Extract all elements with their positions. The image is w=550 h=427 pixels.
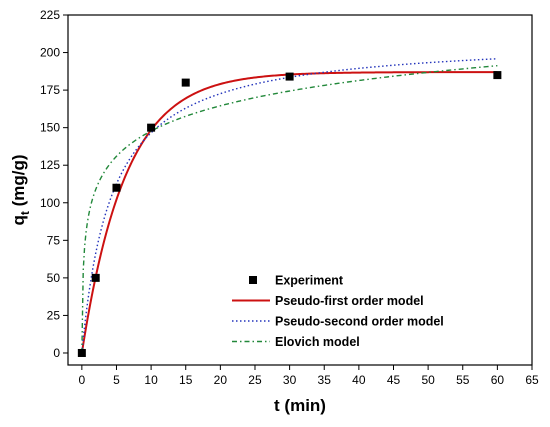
x-tick-label-55: 55 xyxy=(456,373,470,387)
experiment-point-5 xyxy=(285,72,294,81)
x-tick-label-10: 10 xyxy=(144,373,158,387)
x-tick-label-30: 30 xyxy=(283,373,297,387)
x-tick-label-65: 65 xyxy=(525,373,539,387)
y-tick-label-100: 100 xyxy=(40,196,60,210)
experiment-point-2 xyxy=(112,183,121,192)
y-tick-label-50: 50 xyxy=(47,271,61,285)
x-tick-label-35: 35 xyxy=(318,373,332,387)
experiment-points xyxy=(77,71,502,357)
legend-label-3: Elovich model xyxy=(275,335,360,349)
x-tick-label-20: 20 xyxy=(214,373,228,387)
x-axis-title: t (min) xyxy=(274,396,326,415)
legend-label-0: Experiment xyxy=(275,274,344,288)
y-axis-title-main: q xyxy=(9,215,28,225)
x-tick-label-45: 45 xyxy=(387,373,401,387)
legend: Experiment Pseudo-first order model Pseudo… xyxy=(232,274,444,349)
x-tick-label-50: 50 xyxy=(421,373,435,387)
x-tick-label-5: 5 xyxy=(113,373,120,387)
y-tick-label-225: 225 xyxy=(40,8,60,22)
y-tick-label-125: 125 xyxy=(40,158,60,172)
y-tick-label-150: 150 xyxy=(40,121,60,135)
legend-marker-0 xyxy=(249,276,257,284)
x-tick-label-40: 40 xyxy=(352,373,366,387)
y-axis-title: qt (mg/g) xyxy=(9,154,32,225)
experiment-point-6 xyxy=(493,71,502,80)
experiment-point-4 xyxy=(181,78,190,87)
legend-label-1: Pseudo-first order model xyxy=(275,294,424,308)
legend-label-2: Pseudo-second order model xyxy=(275,315,444,329)
series-line-2 xyxy=(81,58,498,354)
y-axis-title-subscript: t xyxy=(18,211,32,215)
x-tick-label-60: 60 xyxy=(491,373,505,387)
y-tick-label-175: 175 xyxy=(40,83,60,97)
y-tick-label-0: 0 xyxy=(53,346,60,360)
y-tick-label-25: 25 xyxy=(47,308,61,322)
axis-ticks: 0 5 10 15 20 25 30 35 40 45 50 55 60 65 0 25 50 75 100 125 1… xyxy=(40,8,539,387)
y-axis-title-unit: (mg/g) xyxy=(9,154,28,211)
x-tick-label-0: 0 xyxy=(79,373,86,387)
plot-frame xyxy=(67,14,533,366)
y-tick-label-200: 200 xyxy=(40,46,60,60)
series-line-3 xyxy=(81,65,498,353)
experiment-point-3 xyxy=(147,123,156,132)
experiment-point-1 xyxy=(91,273,100,282)
experiment-point-0 xyxy=(77,348,86,357)
x-tick-label-15: 15 xyxy=(179,373,193,387)
series-line-1 xyxy=(80,71,498,354)
x-tick-label-25: 25 xyxy=(248,373,262,387)
model-curves xyxy=(80,58,498,354)
y-tick-label-75: 75 xyxy=(47,233,61,247)
